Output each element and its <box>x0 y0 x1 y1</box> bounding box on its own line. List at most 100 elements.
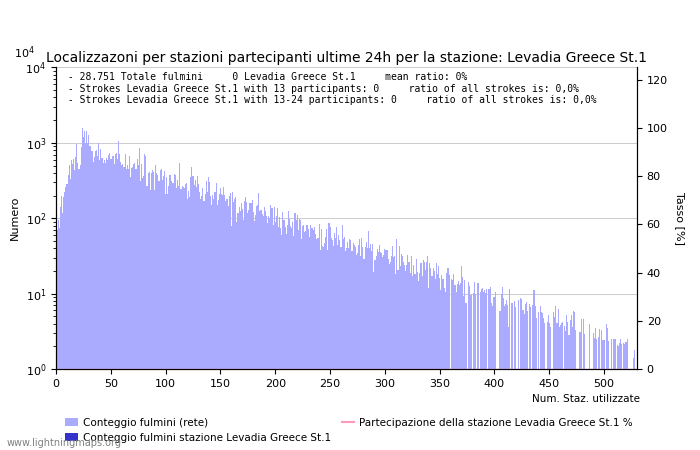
Bar <box>111 159 113 450</box>
Bar <box>223 188 224 450</box>
Bar <box>262 216 264 450</box>
Bar <box>131 168 132 450</box>
Bar <box>328 222 330 450</box>
Bar <box>301 239 302 450</box>
Bar <box>636 369 638 450</box>
Bar <box>383 255 384 450</box>
Bar <box>115 154 116 450</box>
Bar <box>448 268 449 450</box>
Bar <box>417 272 419 450</box>
Bar <box>500 294 502 450</box>
Bar <box>98 144 99 450</box>
Bar <box>128 169 129 450</box>
Bar <box>239 211 241 450</box>
Bar <box>312 228 313 450</box>
Bar <box>274 222 276 450</box>
Bar <box>491 303 492 450</box>
Bar <box>590 369 592 450</box>
Bar <box>228 206 229 450</box>
Bar <box>69 165 70 450</box>
Bar <box>286 234 287 450</box>
Bar <box>347 242 348 450</box>
Bar <box>134 163 136 450</box>
Bar <box>162 180 163 450</box>
Bar <box>61 196 62 450</box>
Bar <box>340 248 342 450</box>
Bar <box>197 176 198 450</box>
Bar <box>322 246 323 450</box>
Bar <box>216 205 218 450</box>
Bar <box>231 225 232 450</box>
Bar <box>165 194 166 450</box>
Bar <box>434 270 435 450</box>
Bar <box>310 225 311 450</box>
Bar <box>607 328 608 450</box>
Bar <box>282 212 284 450</box>
Bar <box>194 185 195 450</box>
Bar <box>609 369 610 450</box>
Bar <box>496 369 497 450</box>
Bar <box>449 275 450 450</box>
Bar <box>181 186 183 450</box>
Bar <box>292 222 293 450</box>
Bar <box>67 175 69 450</box>
Bar <box>302 225 303 450</box>
Bar <box>176 188 177 450</box>
Bar <box>494 297 495 450</box>
Bar <box>461 266 462 450</box>
Bar <box>438 266 439 450</box>
Bar <box>539 369 540 450</box>
Bar <box>118 141 119 450</box>
Bar <box>83 137 84 450</box>
Bar <box>225 201 227 450</box>
Bar <box>619 343 620 450</box>
Bar <box>634 350 636 450</box>
Bar <box>575 330 576 450</box>
Text: Num. Staz. utilizzate: Num. Staz. utilizzate <box>532 394 640 404</box>
Bar <box>413 265 414 450</box>
Bar <box>542 313 543 450</box>
Bar <box>136 159 138 450</box>
Bar <box>415 274 416 450</box>
Bar <box>538 312 539 450</box>
Bar <box>495 292 496 450</box>
Bar <box>430 268 431 450</box>
Bar <box>440 290 441 450</box>
Bar <box>437 274 438 450</box>
Bar <box>265 211 266 450</box>
Bar <box>251 203 252 450</box>
Bar <box>416 259 417 450</box>
Bar <box>190 176 191 450</box>
Bar <box>554 317 555 450</box>
Bar <box>574 311 575 450</box>
Bar <box>379 245 380 450</box>
Bar <box>553 312 554 450</box>
Bar <box>299 219 300 450</box>
Bar <box>214 192 216 450</box>
Bar <box>485 293 486 450</box>
Bar <box>189 197 190 450</box>
Bar <box>267 223 268 450</box>
Bar <box>334 234 335 450</box>
Y-axis label: Tasso [%]: Tasso [%] <box>675 192 685 245</box>
Bar <box>64 192 65 450</box>
Bar <box>394 256 395 450</box>
Bar <box>372 244 373 450</box>
Bar <box>258 193 260 450</box>
Bar <box>369 248 370 450</box>
Bar <box>142 178 144 450</box>
Bar <box>206 192 208 450</box>
Bar <box>447 268 448 450</box>
Bar <box>629 369 630 450</box>
Bar <box>371 252 372 450</box>
Bar <box>526 302 527 450</box>
Bar <box>148 172 150 450</box>
Bar <box>57 220 59 450</box>
Bar <box>94 157 95 450</box>
Bar <box>335 238 336 450</box>
Bar <box>351 251 353 450</box>
Bar <box>368 231 369 450</box>
Bar <box>431 276 433 450</box>
Bar <box>305 231 307 450</box>
Bar <box>96 150 97 450</box>
